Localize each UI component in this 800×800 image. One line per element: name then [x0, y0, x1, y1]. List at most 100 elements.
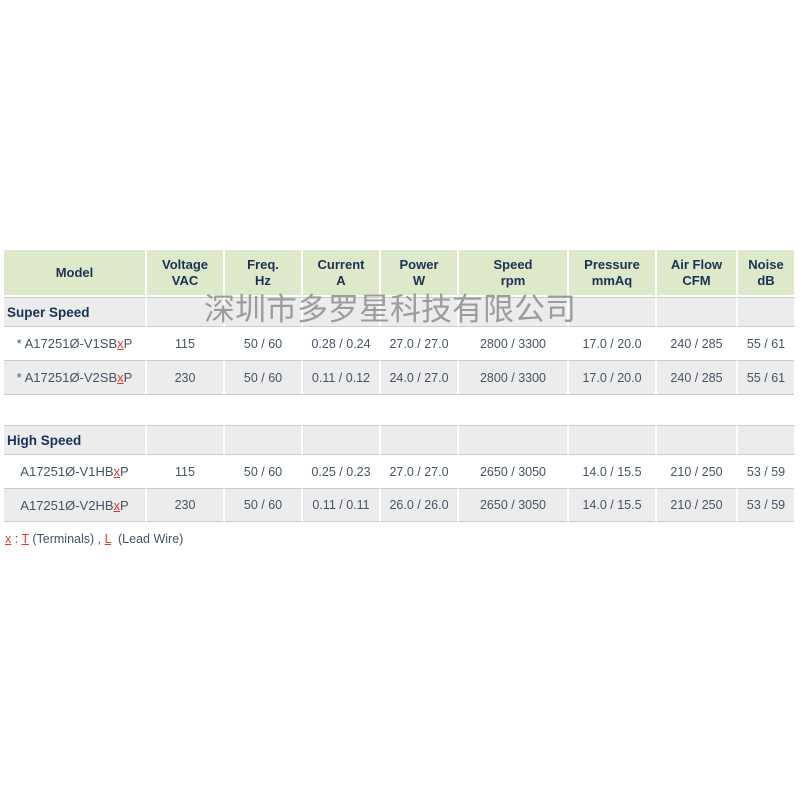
- cell-freq: 50 / 60: [225, 454, 303, 488]
- cell-freq: 50 / 60: [225, 360, 303, 394]
- empty-cell: [303, 297, 381, 326]
- cell-freq: 50 / 60: [225, 326, 303, 360]
- empty-cell: [569, 425, 657, 454]
- empty-cell: [225, 425, 303, 454]
- cell-speed: 2650 / 3050: [459, 488, 569, 522]
- col-header-speed: Speed rpm: [459, 250, 569, 297]
- cell-pressure: 14.0 / 15.5: [569, 454, 657, 488]
- section-row-super-speed: Super Speed: [4, 297, 794, 326]
- cell-airflow: 210 / 250: [657, 454, 738, 488]
- cell-noise: 53 / 59: [738, 488, 794, 522]
- cell-current: 0.28 / 0.24: [303, 326, 381, 360]
- col-header-unit: mmAq: [591, 272, 633, 288]
- cell-voltage: 230: [147, 488, 225, 522]
- fan-spec-table: Model Voltage VAC Freq. Hz Current A Power W: [4, 250, 794, 522]
- model-x-mark: x: [117, 336, 124, 351]
- cell-speed: 2800 / 3300: [459, 360, 569, 394]
- section-spacer: [4, 394, 794, 425]
- cell-noise: 55 / 61: [738, 326, 794, 360]
- cell-current: 0.11 / 0.11: [303, 488, 381, 522]
- cell-pressure: 17.0 / 20.0: [569, 360, 657, 394]
- col-header-unit: A: [336, 272, 346, 288]
- cell-current: 0.25 / 0.23: [303, 454, 381, 488]
- cell-power: 27.0 / 27.0: [381, 326, 459, 360]
- col-header-noise: Noise dB: [738, 250, 794, 297]
- cell-pressure: 14.0 / 15.5: [569, 488, 657, 522]
- cell-voltage: 115: [147, 326, 225, 360]
- cell-freq: 50 / 60: [225, 488, 303, 522]
- col-header-unit: CFM: [682, 272, 711, 288]
- model-x-mark: x: [113, 464, 121, 479]
- cell-power: 27.0 / 27.0: [381, 454, 459, 488]
- model-cell: A17251Ø-V1HBxP: [4, 454, 147, 488]
- footnote-t-mark: T: [21, 532, 29, 546]
- col-header-label: Noise: [748, 256, 784, 272]
- col-header-unit: W: [412, 272, 426, 288]
- col-header-unit: VAC: [171, 272, 199, 288]
- model-suffix: P: [123, 370, 133, 385]
- header-row: Model Voltage VAC Freq. Hz Current A Power W: [4, 250, 794, 297]
- col-header-airflow: Air Flow CFM: [657, 250, 738, 297]
- empty-cell: [657, 425, 738, 454]
- empty-cell: [303, 425, 381, 454]
- cell-voltage: 115: [147, 454, 225, 488]
- section-title: High Speed: [4, 425, 147, 454]
- footnote-x-mark: x: [5, 532, 12, 546]
- spacer-cell: [4, 394, 794, 425]
- model-prefix: * A17251Ø-V2SB: [16, 370, 118, 385]
- watermark-text: 深圳市多罗星科技有限公司: [204, 292, 576, 328]
- spec-row-v1sb: * A17251Ø-V1SBxP 115 50 / 60 0.28 / 0.24…: [4, 326, 794, 360]
- empty-cell: [147, 297, 225, 326]
- model-x-mark: x: [117, 370, 124, 385]
- model-prefix: * A17251Ø-V1SB: [16, 336, 118, 351]
- col-header-current: Current A: [303, 250, 381, 297]
- col-header-label: Power: [399, 256, 439, 272]
- cell-airflow: 210 / 250: [657, 488, 738, 522]
- col-header-freq: Freq. Hz: [225, 250, 303, 297]
- empty-cell: [225, 297, 303, 326]
- empty-cell: [147, 425, 225, 454]
- empty-cell: [459, 297, 569, 326]
- col-header-pressure: Pressure mmAq: [569, 250, 657, 297]
- model-cell: * A17251Ø-V1SBxP: [4, 326, 147, 360]
- cell-voltage: 230: [147, 360, 225, 394]
- footnote-separator: :: [11, 532, 22, 546]
- model-suffix: P: [120, 464, 129, 479]
- col-header-label: Voltage: [162, 256, 208, 272]
- empty-cell: [459, 425, 569, 454]
- col-header-label: Freq.: [247, 256, 279, 272]
- cell-current: 0.11 / 0.12: [303, 360, 381, 394]
- col-header-model: Model: [4, 250, 147, 297]
- fan-spec-table-wrap: Model Voltage VAC Freq. Hz Current A Power W: [4, 250, 795, 546]
- cell-airflow: 240 / 285: [657, 360, 738, 394]
- model-prefix: A17251Ø-V2HB: [20, 497, 114, 513]
- footnote-terminals-text: (Terminals) ,: [28, 532, 105, 546]
- cell-speed: 2650 / 3050: [459, 454, 569, 488]
- cell-noise: 53 / 59: [738, 454, 794, 488]
- empty-cell: [569, 297, 657, 326]
- spec-row-v2hb: A17251Ø-V2HBxP 230 50 / 60 0.11 / 0.11 2…: [4, 488, 794, 522]
- section-row-high-speed: High Speed: [4, 425, 794, 454]
- col-header-label: Pressure: [584, 256, 640, 272]
- col-header-power: Power W: [381, 250, 459, 297]
- cell-power: 24.0 / 27.0: [381, 360, 459, 394]
- empty-cell: [381, 425, 459, 454]
- col-header-label: Speed: [493, 256, 533, 272]
- cell-power: 26.0 / 26.0: [381, 488, 459, 522]
- col-header-unit: rpm: [500, 272, 526, 288]
- spec-row-v2sb: * A17251Ø-V2SBxP 230 50 / 60 0.11 / 0.12…: [4, 360, 794, 394]
- footnote-l-mark: L: [104, 532, 112, 546]
- col-header-unit: Hz: [255, 272, 271, 288]
- col-header-label: Air Flow: [670, 256, 723, 272]
- cell-pressure: 17.0 / 20.0: [569, 326, 657, 360]
- cell-speed: 2800 / 3300: [459, 326, 569, 360]
- col-header-label: Model: [55, 264, 94, 280]
- model-suffix: P: [120, 497, 129, 513]
- model-cell: * A17251Ø-V2SBxP: [4, 360, 147, 394]
- model-x-mark: x: [113, 497, 121, 513]
- empty-cell: [738, 297, 794, 326]
- footnote-leadwire-text: (Lead Wire): [111, 532, 184, 546]
- model-prefix: A17251Ø-V1HB: [20, 464, 114, 479]
- col-header-label: Current: [317, 256, 365, 272]
